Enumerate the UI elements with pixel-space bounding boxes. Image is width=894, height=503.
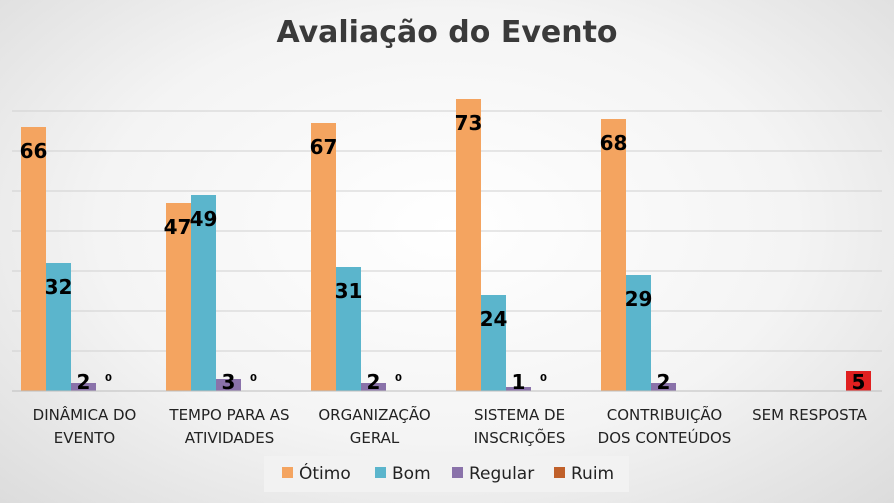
category-label: SEM RESPOSTA bbox=[752, 406, 868, 424]
data-label: 5 bbox=[852, 370, 866, 394]
bar bbox=[601, 119, 626, 391]
legend-swatch bbox=[554, 467, 565, 478]
bar bbox=[651, 383, 676, 391]
category-label: GERAL bbox=[350, 429, 400, 447]
data-label: 0 bbox=[105, 373, 112, 384]
category-label: DINÂMICA DO bbox=[33, 405, 137, 424]
bar bbox=[21, 127, 46, 391]
data-label: 31 bbox=[335, 279, 363, 303]
category-label: CONTRIBUIÇÃO bbox=[607, 405, 722, 424]
data-label: 3 bbox=[222, 370, 236, 394]
bar bbox=[166, 203, 191, 391]
data-label: 0 bbox=[250, 373, 257, 384]
chart-title: Avaliação do Evento bbox=[276, 15, 617, 50]
data-label: 2 bbox=[77, 370, 91, 394]
bar bbox=[336, 267, 361, 391]
data-label: 73 bbox=[455, 111, 483, 135]
bar bbox=[216, 379, 241, 391]
data-label: 67 bbox=[310, 135, 338, 159]
category-labels: DINÂMICA DO EVENTO TEMPO PARA AS ATIVIDADES… bbox=[33, 405, 868, 447]
data-label: 29 bbox=[625, 287, 653, 311]
data-label: 1 bbox=[512, 370, 526, 394]
category-label: INSCRIÇÕES bbox=[474, 428, 566, 447]
legend-label: Bom bbox=[392, 464, 431, 484]
data-label: 47 bbox=[164, 215, 192, 239]
data-label: 24 bbox=[480, 307, 508, 331]
category-label: ATIVIDADES bbox=[185, 429, 274, 447]
data-label: 32 bbox=[45, 275, 73, 299]
bar bbox=[191, 195, 216, 391]
legend-swatch bbox=[375, 467, 386, 478]
legend-swatch bbox=[452, 467, 463, 478]
category-label: ORGANIZAÇÃO bbox=[318, 405, 430, 424]
category-label: EVENTO bbox=[54, 429, 115, 447]
data-label: 0 bbox=[395, 373, 402, 384]
gridlines bbox=[12, 110, 882, 352]
bar bbox=[46, 263, 71, 391]
data-label: 68 bbox=[600, 131, 628, 155]
bar bbox=[456, 99, 481, 391]
bar bbox=[626, 275, 651, 391]
legend-label: Ótimo bbox=[299, 462, 351, 484]
category-label: SISTEMA DE bbox=[474, 406, 565, 424]
category-label: TEMPO PARA AS bbox=[168, 406, 289, 424]
bar bbox=[846, 371, 871, 391]
bar bbox=[311, 123, 336, 391]
bar bbox=[506, 387, 531, 391]
data-label: 2 bbox=[657, 370, 671, 394]
legend-box bbox=[264, 456, 629, 492]
data-label: 0 bbox=[540, 373, 547, 384]
bar bbox=[481, 295, 506, 391]
category-label: DOS CONTEÚDOS bbox=[598, 428, 732, 447]
data-label: 66 bbox=[20, 139, 48, 163]
data-label: 2 bbox=[367, 370, 381, 394]
legend-swatch bbox=[282, 467, 293, 478]
legend-label: Ruim bbox=[571, 464, 614, 484]
bars bbox=[21, 99, 871, 391]
data-label: 49 bbox=[190, 207, 218, 231]
legend-label: Regular bbox=[469, 464, 534, 484]
bar bbox=[71, 383, 96, 391]
bar bbox=[361, 383, 386, 391]
legend: Ótimo Bom Regular Ruim bbox=[282, 462, 614, 484]
